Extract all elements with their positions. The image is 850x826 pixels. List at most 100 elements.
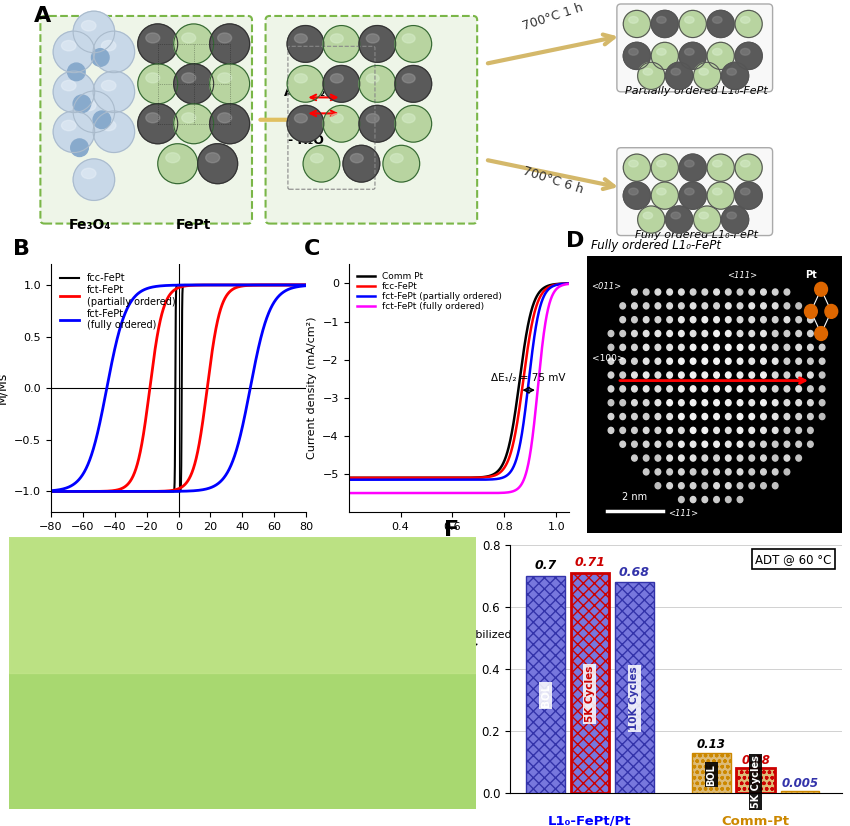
Ellipse shape (643, 427, 649, 434)
Ellipse shape (655, 441, 660, 447)
Ellipse shape (796, 455, 802, 461)
Ellipse shape (684, 17, 694, 23)
Ellipse shape (737, 455, 743, 461)
Ellipse shape (694, 62, 721, 89)
Ellipse shape (737, 441, 743, 447)
FancyBboxPatch shape (617, 4, 773, 92)
Ellipse shape (785, 358, 790, 364)
Ellipse shape (699, 212, 708, 219)
Ellipse shape (655, 427, 660, 434)
Text: BOL: BOL (706, 764, 717, 786)
Ellipse shape (632, 414, 638, 420)
Ellipse shape (671, 212, 681, 219)
Ellipse shape (609, 344, 614, 350)
Ellipse shape (678, 303, 684, 309)
Ellipse shape (819, 358, 824, 364)
Ellipse shape (690, 414, 696, 420)
Text: 2 nm: 2 nm (622, 491, 648, 501)
fcc-FePt (564, 278, 575, 288)
Ellipse shape (94, 71, 134, 112)
Ellipse shape (287, 65, 324, 102)
Ellipse shape (629, 160, 638, 167)
Ellipse shape (310, 154, 323, 163)
Ellipse shape (331, 114, 343, 123)
Ellipse shape (643, 455, 649, 461)
Ellipse shape (749, 400, 755, 406)
Ellipse shape (632, 358, 638, 364)
Comm Pt (516, 366, 526, 376)
Ellipse shape (749, 289, 755, 295)
Ellipse shape (690, 386, 696, 392)
Ellipse shape (684, 49, 694, 55)
Ellipse shape (740, 160, 750, 167)
Ellipse shape (690, 496, 696, 502)
Ellipse shape (655, 316, 660, 323)
Ellipse shape (796, 441, 802, 447)
fct-FePt (fully ordered) (433, 488, 443, 498)
Ellipse shape (101, 40, 116, 51)
Ellipse shape (620, 303, 626, 309)
Ellipse shape (712, 49, 722, 55)
Ellipse shape (678, 400, 684, 406)
Legend: Comm Pt, fcc-FePt, fct-FePt (partially ordered), fct-FePt (fully ordered): Comm Pt, fcc-FePt, fct-FePt (partially o… (353, 268, 506, 315)
Text: Ar+H₂: Ar+H₂ (285, 86, 326, 99)
Ellipse shape (366, 74, 379, 83)
Ellipse shape (712, 160, 722, 167)
Ellipse shape (623, 154, 650, 181)
Ellipse shape (714, 455, 719, 461)
Ellipse shape (725, 316, 731, 323)
Ellipse shape (773, 344, 778, 350)
Ellipse shape (666, 482, 672, 489)
Ellipse shape (714, 496, 719, 502)
Ellipse shape (690, 303, 696, 309)
Ellipse shape (198, 144, 238, 183)
Ellipse shape (785, 414, 790, 420)
Ellipse shape (366, 114, 379, 123)
X-axis label: Field (kOe): Field (kOe) (144, 538, 212, 550)
Ellipse shape (655, 414, 660, 420)
Ellipse shape (666, 386, 672, 392)
Ellipse shape (714, 303, 719, 309)
Text: Partially ordered L1₀-FePt: Partially ordered L1₀-FePt (626, 86, 768, 96)
Ellipse shape (773, 414, 778, 420)
Ellipse shape (678, 316, 684, 323)
Ellipse shape (666, 303, 672, 309)
Ellipse shape (323, 65, 360, 102)
fct-FePt (partially ordered) (516, 435, 526, 445)
Ellipse shape (678, 414, 684, 420)
Text: 0.68: 0.68 (619, 566, 649, 578)
Text: C: C (304, 240, 320, 259)
Ellipse shape (785, 372, 790, 378)
Ellipse shape (182, 113, 196, 123)
Ellipse shape (725, 455, 731, 461)
Ellipse shape (655, 358, 660, 364)
Ellipse shape (808, 441, 813, 447)
Ellipse shape (707, 42, 734, 69)
Ellipse shape (725, 400, 731, 406)
Ellipse shape (620, 400, 626, 406)
Ellipse shape (761, 303, 767, 309)
fct-FePt (fully ordered) (496, 488, 506, 498)
Ellipse shape (609, 400, 614, 406)
Ellipse shape (210, 64, 250, 104)
Line: fct-FePt (partially ordered): fct-FePt (partially ordered) (348, 283, 570, 480)
Ellipse shape (702, 330, 707, 336)
fct-FePt (partially ordered) (519, 409, 530, 419)
Ellipse shape (690, 358, 696, 364)
Ellipse shape (690, 372, 696, 378)
Ellipse shape (173, 24, 213, 64)
Ellipse shape (761, 386, 767, 392)
Ellipse shape (737, 289, 743, 295)
Ellipse shape (690, 441, 696, 447)
Ellipse shape (737, 358, 743, 364)
Ellipse shape (359, 106, 396, 142)
Ellipse shape (722, 62, 749, 89)
Comm Pt (496, 463, 506, 473)
Text: L1₀-FePt: L1₀-FePt (70, 734, 134, 748)
Ellipse shape (785, 469, 790, 475)
Ellipse shape (737, 330, 743, 336)
Text: L1₀-FePt/Pt: L1₀-FePt/Pt (548, 814, 632, 826)
Ellipse shape (146, 33, 160, 43)
Ellipse shape (694, 206, 721, 233)
Ellipse shape (73, 159, 115, 201)
